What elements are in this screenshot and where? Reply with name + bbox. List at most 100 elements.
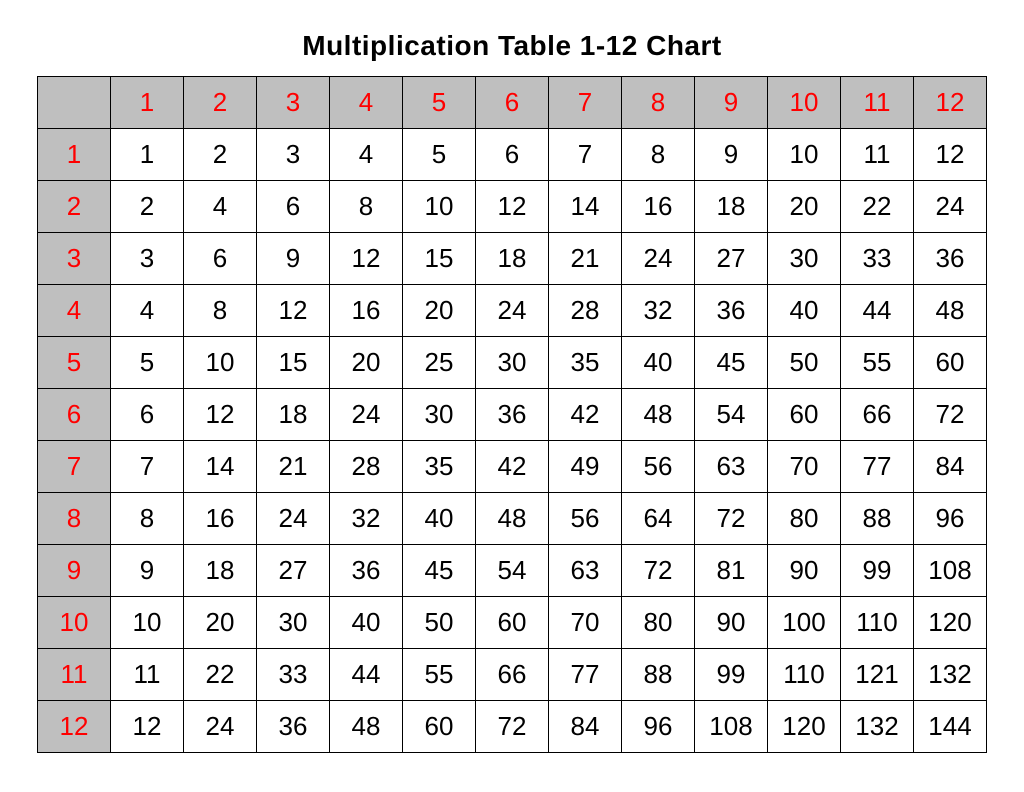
- table-cell: 72: [695, 493, 768, 545]
- table-row: 1 1 2 3 4 5 6 7 8 9 10 11 12: [38, 129, 987, 181]
- table-row: 8 8 16 24 32 40 48 56 64 72 80 88 96: [38, 493, 987, 545]
- table-cell: 14: [549, 181, 622, 233]
- table-cell: 72: [622, 545, 695, 597]
- table-row: 6 6 12 18 24 30 36 42 48 54 60 66 72: [38, 389, 987, 441]
- table-cell: 70: [768, 441, 841, 493]
- table-cell: 12: [914, 129, 987, 181]
- table-cell: 80: [622, 597, 695, 649]
- row-header: 5: [38, 337, 111, 389]
- table-cell: 120: [768, 701, 841, 753]
- row-header: 9: [38, 545, 111, 597]
- table-cell: 22: [841, 181, 914, 233]
- table-cell: 24: [914, 181, 987, 233]
- table-cell: 45: [695, 337, 768, 389]
- table-cell: 10: [768, 129, 841, 181]
- table-row: 12 12 24 36 48 60 72 84 96 108 120 132 1…: [38, 701, 987, 753]
- table-cell: 2: [111, 181, 184, 233]
- table-cell: 77: [841, 441, 914, 493]
- corner-cell: [38, 77, 111, 129]
- table-cell: 54: [476, 545, 549, 597]
- table-cell: 63: [549, 545, 622, 597]
- table-cell: 10: [403, 181, 476, 233]
- table-cell: 30: [476, 337, 549, 389]
- table-cell: 4: [184, 181, 257, 233]
- table-cell: 132: [914, 649, 987, 701]
- table-cell: 18: [476, 233, 549, 285]
- table-cell: 36: [695, 285, 768, 337]
- table-cell: 12: [476, 181, 549, 233]
- table-cell: 88: [841, 493, 914, 545]
- table-cell: 72: [914, 389, 987, 441]
- table-cell: 16: [184, 493, 257, 545]
- table-cell: 42: [549, 389, 622, 441]
- col-header: 7: [549, 77, 622, 129]
- table-cell: 16: [330, 285, 403, 337]
- table-cell: 48: [914, 285, 987, 337]
- table-cell: 55: [403, 649, 476, 701]
- table-cell: 49: [549, 441, 622, 493]
- table-cell: 12: [330, 233, 403, 285]
- table-cell: 90: [695, 597, 768, 649]
- table-cell: 60: [476, 597, 549, 649]
- row-header: 4: [38, 285, 111, 337]
- table-cell: 27: [695, 233, 768, 285]
- table-cell: 35: [403, 441, 476, 493]
- row-header: 12: [38, 701, 111, 753]
- table-cell: 22: [184, 649, 257, 701]
- table-cell: 88: [622, 649, 695, 701]
- table-cell: 20: [330, 337, 403, 389]
- table-cell: 84: [549, 701, 622, 753]
- table-cell: 20: [768, 181, 841, 233]
- table-cell: 3: [257, 129, 330, 181]
- col-header: 8: [622, 77, 695, 129]
- table-cell: 12: [184, 389, 257, 441]
- table-cell: 96: [914, 493, 987, 545]
- table-cell: 66: [841, 389, 914, 441]
- table-row: 2 2 4 6 8 10 12 14 16 18 20 22 24: [38, 181, 987, 233]
- table-cell: 50: [403, 597, 476, 649]
- table-cell: 110: [841, 597, 914, 649]
- table-cell: 11: [111, 649, 184, 701]
- table-cell: 27: [257, 545, 330, 597]
- table-cell: 20: [403, 285, 476, 337]
- table-cell: 63: [695, 441, 768, 493]
- row-header: 10: [38, 597, 111, 649]
- table-cell: 24: [257, 493, 330, 545]
- table-cell: 66: [476, 649, 549, 701]
- table-row: 5 5 10 15 20 25 30 35 40 45 50 55 60: [38, 337, 987, 389]
- table-cell: 18: [695, 181, 768, 233]
- table-cell: 6: [257, 181, 330, 233]
- table-cell: 64: [622, 493, 695, 545]
- table-cell: 120: [914, 597, 987, 649]
- table-cell: 24: [330, 389, 403, 441]
- col-header: 2: [184, 77, 257, 129]
- table-cell: 50: [768, 337, 841, 389]
- table-cell: 132: [841, 701, 914, 753]
- col-header: 4: [330, 77, 403, 129]
- col-header: 3: [257, 77, 330, 129]
- table-row: 11 11 22 33 44 55 66 77 88 99 110 121 13…: [38, 649, 987, 701]
- table-cell: 80: [768, 493, 841, 545]
- table-cell: 40: [403, 493, 476, 545]
- table-cell: 55: [841, 337, 914, 389]
- table-cell: 84: [914, 441, 987, 493]
- table-cell: 1: [111, 129, 184, 181]
- table-cell: 60: [768, 389, 841, 441]
- table-cell: 28: [549, 285, 622, 337]
- table-cell: 56: [622, 441, 695, 493]
- table-cell: 11: [841, 129, 914, 181]
- table-cell: 144: [914, 701, 987, 753]
- table-cell: 30: [403, 389, 476, 441]
- table-cell: 12: [111, 701, 184, 753]
- table-cell: 25: [403, 337, 476, 389]
- table-cell: 32: [622, 285, 695, 337]
- table-cell: 4: [111, 285, 184, 337]
- table-cell: 36: [914, 233, 987, 285]
- table-cell: 44: [330, 649, 403, 701]
- table-row: 3 3 6 9 12 15 18 21 24 27 30 33 36: [38, 233, 987, 285]
- table-cell: 108: [695, 701, 768, 753]
- table-cell: 42: [476, 441, 549, 493]
- table-cell: 54: [695, 389, 768, 441]
- table-cell: 35: [549, 337, 622, 389]
- table-cell: 14: [184, 441, 257, 493]
